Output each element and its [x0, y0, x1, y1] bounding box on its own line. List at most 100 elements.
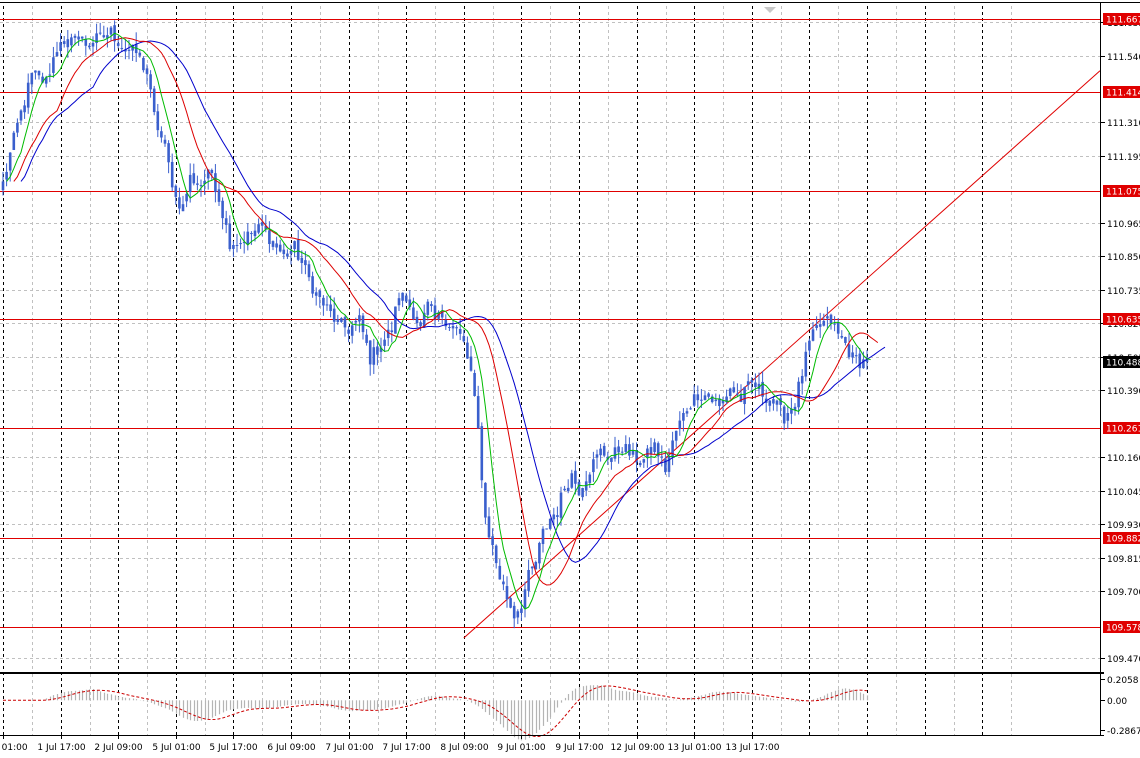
candle-body: [631, 450, 635, 455]
chart-shift-marker-icon[interactable]: [764, 7, 776, 13]
candle-body: [505, 586, 509, 600]
candle-body: [826, 316, 829, 319]
candle-body: [246, 231, 250, 245]
candle-body: [476, 396, 480, 429]
candle-body: [750, 380, 754, 383]
candle-body: [289, 250, 293, 254]
y-tick-label: 109.930: [1107, 521, 1140, 531]
candle-body: [210, 169, 214, 174]
candle-body: [264, 225, 268, 230]
candle-body: [354, 320, 358, 323]
candle-body: [592, 459, 595, 473]
candle-body: [19, 110, 23, 121]
candle-body: [167, 143, 170, 163]
candle-body: [390, 330, 394, 333]
candle-body: [437, 312, 440, 319]
candle-body: [178, 197, 181, 209]
candle-body: [340, 318, 343, 322]
candle-body: [494, 545, 498, 564]
level-label-text: 110.635: [1106, 316, 1140, 326]
candle-body: [703, 395, 707, 401]
x-tick-label: 6 Jul 09:00: [267, 743, 316, 753]
candle-body: [102, 35, 106, 38]
x-tick-label: 13 Jul 01:00: [668, 743, 722, 753]
y-tick-label: 109.815: [1107, 555, 1140, 565]
support-resistance-levels[interactable]: [0, 19, 1100, 628]
candle-body: [196, 183, 199, 185]
candle-body: [185, 193, 188, 202]
candle-body: [109, 27, 113, 35]
candle-body: [41, 76, 44, 83]
candle-body: [160, 131, 163, 138]
candle-body: [412, 307, 415, 319]
candle-body: [563, 488, 566, 491]
candle-body: [124, 49, 127, 52]
candle-body: [286, 253, 289, 257]
candle-body: [242, 241, 246, 244]
candle-body: [671, 440, 674, 458]
candle-body: [556, 515, 559, 517]
panel-frames: [0, 2, 1140, 736]
candle-body: [174, 185, 178, 197]
candle-body: [635, 450, 638, 463]
candle-body: [682, 412, 685, 421]
candle-body: [800, 375, 804, 384]
candle-body: [300, 257, 304, 263]
candle-body: [91, 42, 95, 47]
candle-body: [523, 589, 527, 609]
candle-body: [642, 459, 646, 463]
candle-body: [232, 245, 235, 249]
candle-body: [322, 297, 325, 306]
candle-body: [343, 317, 347, 328]
candle-body: [811, 329, 815, 341]
y-tick-label: 110.160: [1107, 454, 1140, 464]
x-tick-label: 5 Jul 17:00: [209, 743, 258, 753]
candle-body: [656, 443, 660, 457]
candle-body: [293, 241, 296, 250]
candle-body: [466, 342, 469, 359]
candle-body: [491, 536, 494, 546]
candle-body: [77, 36, 80, 40]
candle-body: [235, 244, 239, 246]
candle-body: [768, 400, 772, 406]
y-tick-label: 110.850: [1107, 253, 1140, 263]
candlesticks: [1, 20, 869, 629]
candle-body: [116, 43, 120, 46]
candle-body: [98, 32, 102, 34]
trendline-layer[interactable]: [463, 70, 1101, 639]
candle-body: [228, 223, 232, 250]
candle-body: [613, 447, 617, 459]
candle-body: [782, 406, 786, 424]
candle-body: [707, 393, 710, 397]
candle-body: [829, 314, 833, 324]
y-tick-label: 110.735: [1107, 287, 1140, 297]
candle-body: [509, 598, 512, 608]
level-label-text: 109.882: [1106, 535, 1140, 545]
candle-body: [16, 122, 19, 133]
candle-body: [188, 174, 192, 193]
candle-body: [570, 473, 574, 488]
candle-body: [743, 387, 746, 405]
candle-body: [332, 308, 336, 322]
candle-body: [599, 448, 602, 456]
candle-body: [804, 351, 808, 377]
candle-body: [545, 528, 548, 530]
trendline[interactable]: [463, 70, 1101, 639]
level-label-box: [1103, 185, 1140, 197]
candle-body: [854, 355, 858, 357]
level-label-text: 111.414: [1106, 89, 1140, 99]
candle-body: [419, 322, 422, 327]
x-tick-label: 12 Jul 09:00: [611, 743, 665, 753]
candle-body: [73, 35, 77, 38]
candle-body: [401, 292, 404, 301]
moving-average-line: [6, 32, 871, 610]
candle-body: [361, 315, 365, 333]
candle-body: [858, 353, 862, 369]
osc-y-tick-label: 0.00: [1107, 697, 1127, 707]
candle-body: [271, 241, 275, 247]
candle-body: [368, 340, 372, 365]
candle-body: [624, 444, 628, 452]
candle-body: [588, 474, 592, 483]
